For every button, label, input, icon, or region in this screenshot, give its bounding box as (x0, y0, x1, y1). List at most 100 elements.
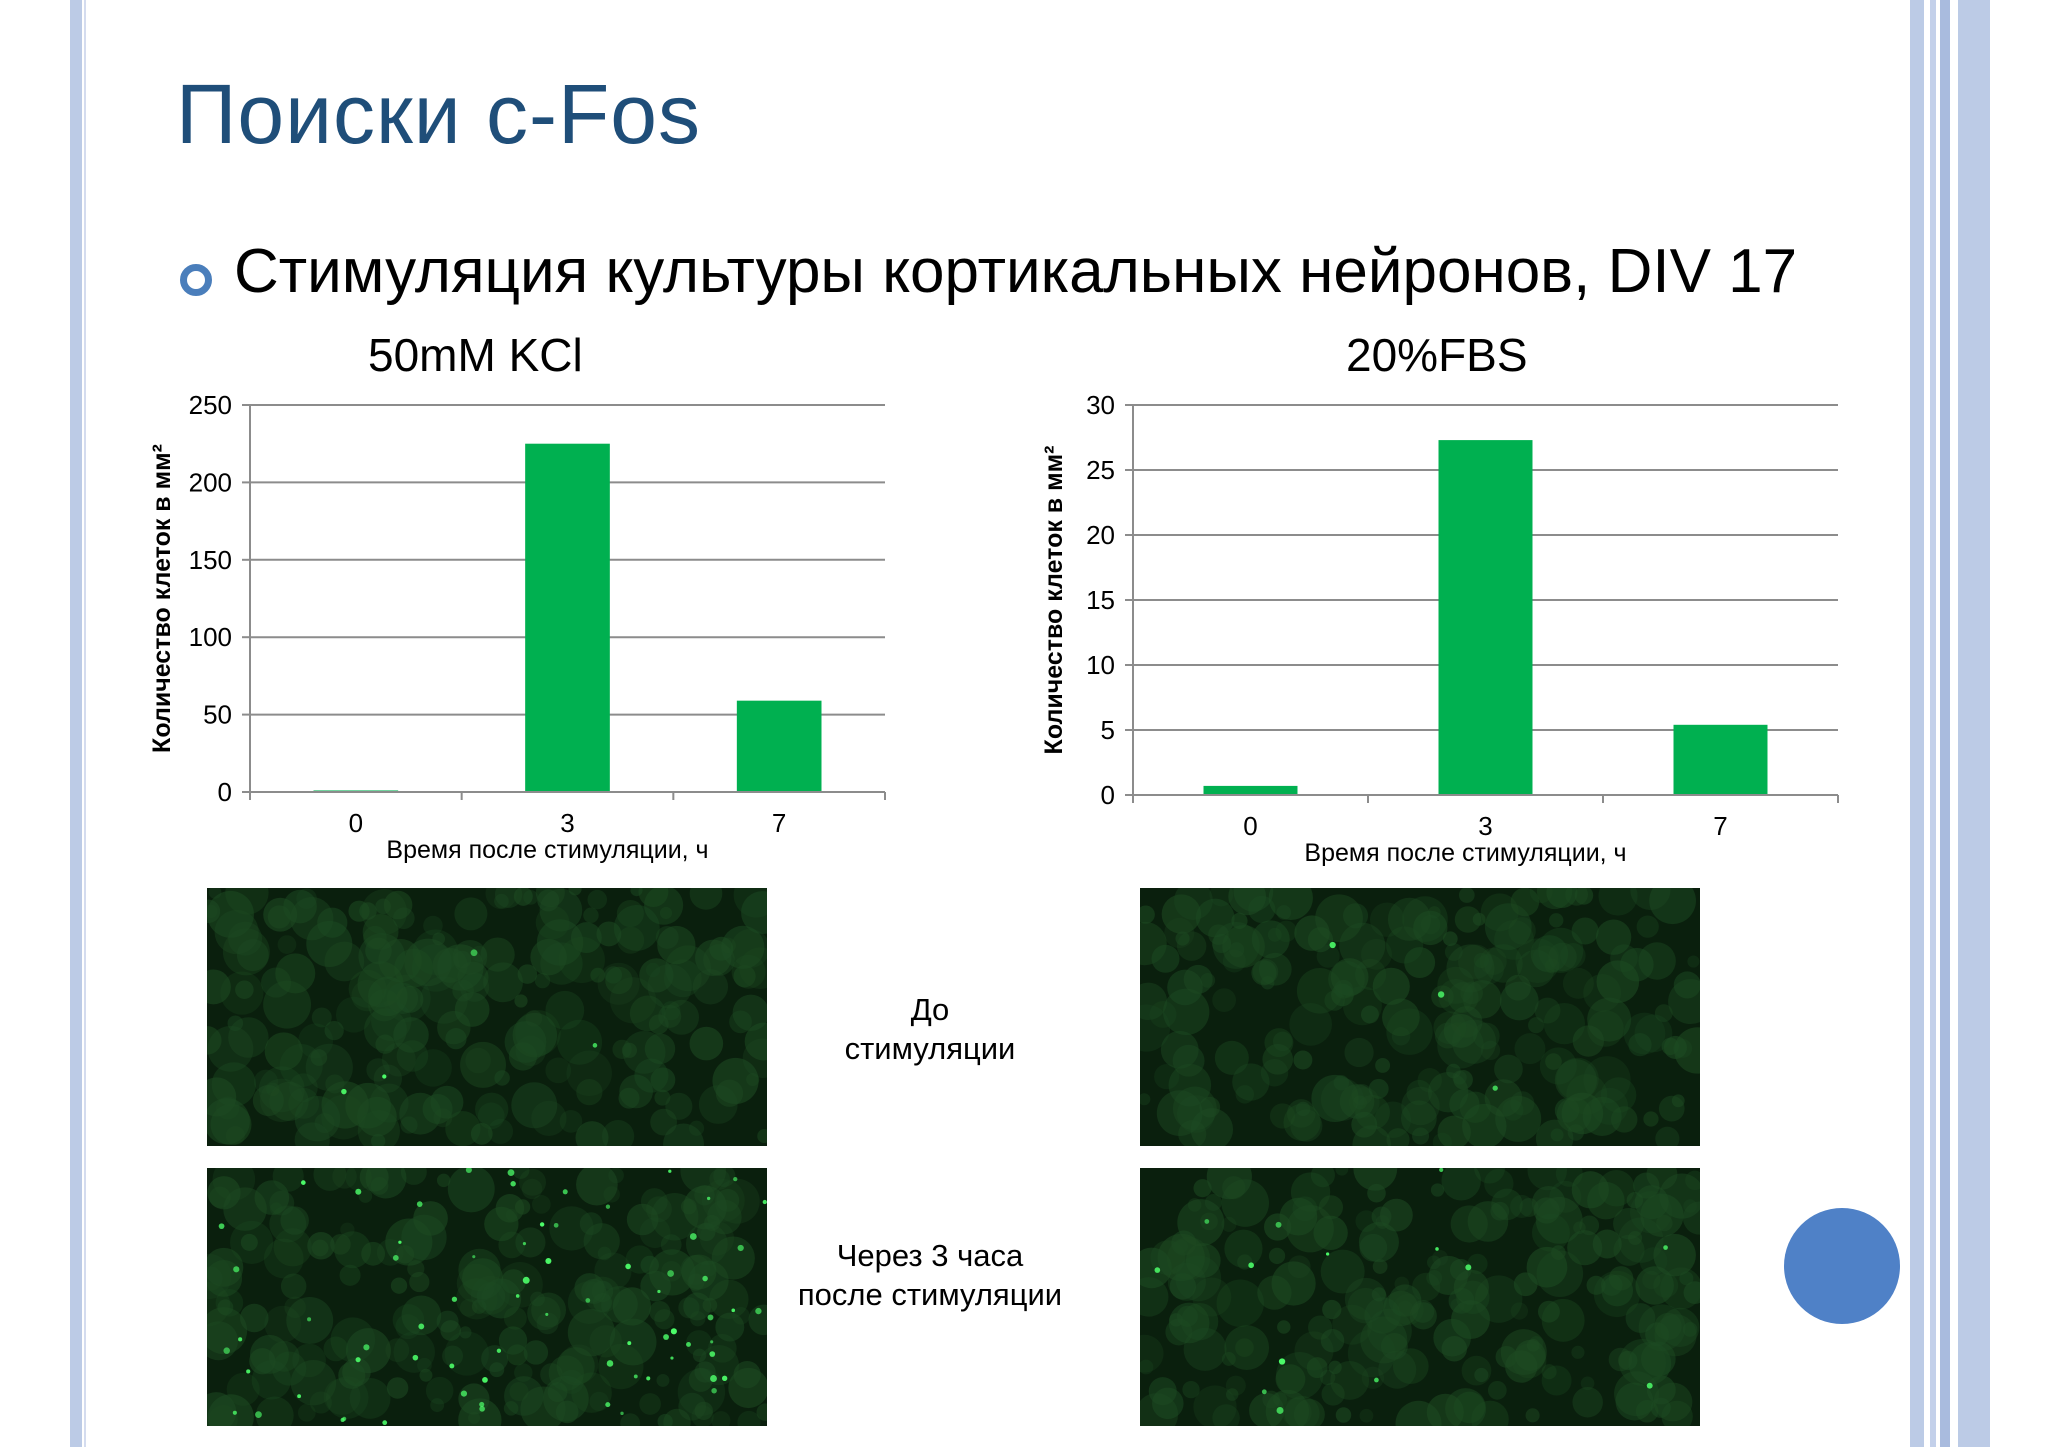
texture-blob (1187, 1198, 1202, 1212)
texture-blob (292, 1343, 326, 1378)
texture-blob (640, 1270, 671, 1302)
texture-blob (1438, 978, 1474, 1014)
texture-blob (1636, 915, 1659, 938)
texture-blob (447, 1168, 495, 1213)
texture-blob (1199, 1096, 1221, 1118)
texture-blob (1533, 1197, 1560, 1224)
x-axis-label: Время после стимуляции, ч (386, 836, 708, 864)
y-tick-label: 0 (218, 777, 232, 807)
texture-blob (365, 937, 392, 965)
texture-blob (630, 888, 643, 897)
texture-blob (425, 1376, 454, 1405)
texture-blob (1212, 922, 1260, 969)
texture-blob (1634, 1185, 1669, 1220)
chart-title-fbs: 20%FBS (1346, 329, 1528, 381)
texture-blob (713, 1168, 736, 1188)
texture-blob (1608, 1266, 1634, 1291)
cell-dot (522, 1276, 530, 1284)
texture-blob (445, 1028, 467, 1050)
texture-blob (294, 1122, 330, 1146)
texture-blob (1295, 1101, 1311, 1117)
x-axis-label: Время после стимуляции, ч (1304, 839, 1626, 867)
texture-blob (309, 1391, 332, 1414)
texture-blob (227, 1015, 244, 1032)
texture-blob (1417, 1068, 1442, 1093)
texture-blob (689, 1026, 724, 1061)
texture-blob (732, 994, 767, 1032)
cell-dot (1437, 991, 1445, 998)
texture-blob (361, 889, 408, 935)
texture-blob (1344, 1037, 1374, 1068)
texture-blob (1286, 1099, 1316, 1128)
cell-dot (670, 1328, 677, 1335)
texture-blob (1140, 1093, 1151, 1106)
texture-blob (1322, 1299, 1342, 1320)
cell-dot (539, 1222, 545, 1227)
texture-blob (744, 1022, 767, 1061)
texture-blob (1683, 1281, 1700, 1305)
texture-blob (1265, 1389, 1310, 1426)
texture-blob (1574, 888, 1594, 905)
texture-blob (1401, 1086, 1440, 1126)
texture-blob (650, 1108, 677, 1136)
cell-dot (646, 1376, 651, 1381)
texture-blob (481, 1278, 522, 1319)
texture-blob (498, 1231, 526, 1259)
texture-blob (1567, 1230, 1603, 1266)
y-tick-label: 250 (189, 390, 232, 420)
texture-blob (1487, 1380, 1507, 1400)
texture-blob (1541, 1365, 1572, 1396)
texture-blob (332, 1168, 357, 1189)
texture-blob (605, 966, 633, 995)
texture-blob (1310, 1168, 1335, 1188)
texture-blob (252, 1085, 284, 1117)
texture-blob (1583, 1056, 1631, 1104)
cell-dot (702, 1275, 708, 1282)
texture-blob (1430, 1183, 1445, 1197)
texture-blob (576, 1079, 603, 1106)
cell-dot (733, 1176, 738, 1182)
texture-blob (483, 962, 523, 1003)
texture-blob (1268, 1247, 1286, 1265)
texture-blob (622, 1030, 666, 1074)
texture-blob (1193, 1385, 1237, 1426)
texture-blob (1618, 1350, 1638, 1371)
texture-blob (280, 1273, 307, 1299)
texture-blob (513, 888, 533, 906)
texture-blob (1140, 905, 1155, 924)
bullet-text: Стимуляция культуры кортикальных нейроно… (234, 237, 1798, 306)
texture-blob (1347, 1287, 1384, 1324)
chart-kcl-svg: 0 50 100 150 200 250 0 3 7 Время после стимуляции… (148, 390, 886, 864)
texture-blob (335, 996, 372, 1033)
texture-blob (1206, 1168, 1252, 1200)
texture-blob (1530, 935, 1569, 973)
texture-blob (512, 1012, 558, 1058)
cell-dot (1663, 1245, 1668, 1250)
texture-blob (1367, 1308, 1412, 1354)
texture-blob (480, 937, 515, 972)
x-tick-label: 3 (560, 808, 574, 838)
chart-kcl: 0 50 100 150 200 250 0 3 7 Время после стимуляции… (140, 390, 900, 880)
texture-blob (505, 1208, 518, 1221)
texture-blob (1451, 1019, 1497, 1064)
x-tick-label: 3 (1478, 811, 1492, 841)
texture-blob (678, 1297, 700, 1319)
texture-blob (369, 1083, 409, 1123)
texture-blob (1615, 1382, 1654, 1421)
texture-blob (702, 1297, 718, 1313)
texture-blob (640, 1255, 659, 1275)
texture-blob (556, 1347, 595, 1386)
texture-blob (1214, 1040, 1249, 1075)
texture-blob (1190, 1108, 1234, 1146)
texture-blob (1660, 1267, 1700, 1310)
texture-blob (1480, 893, 1519, 932)
texture-blob (1404, 947, 1436, 979)
texture-blob (515, 1035, 547, 1067)
texture-blob (558, 936, 605, 984)
texture-blob (1235, 1338, 1254, 1357)
texture-blob (1293, 1399, 1325, 1426)
texture-blob (385, 1338, 410, 1363)
cell-dot (392, 1255, 399, 1261)
texture-blob (375, 1034, 395, 1054)
cell-dot (592, 1043, 598, 1048)
